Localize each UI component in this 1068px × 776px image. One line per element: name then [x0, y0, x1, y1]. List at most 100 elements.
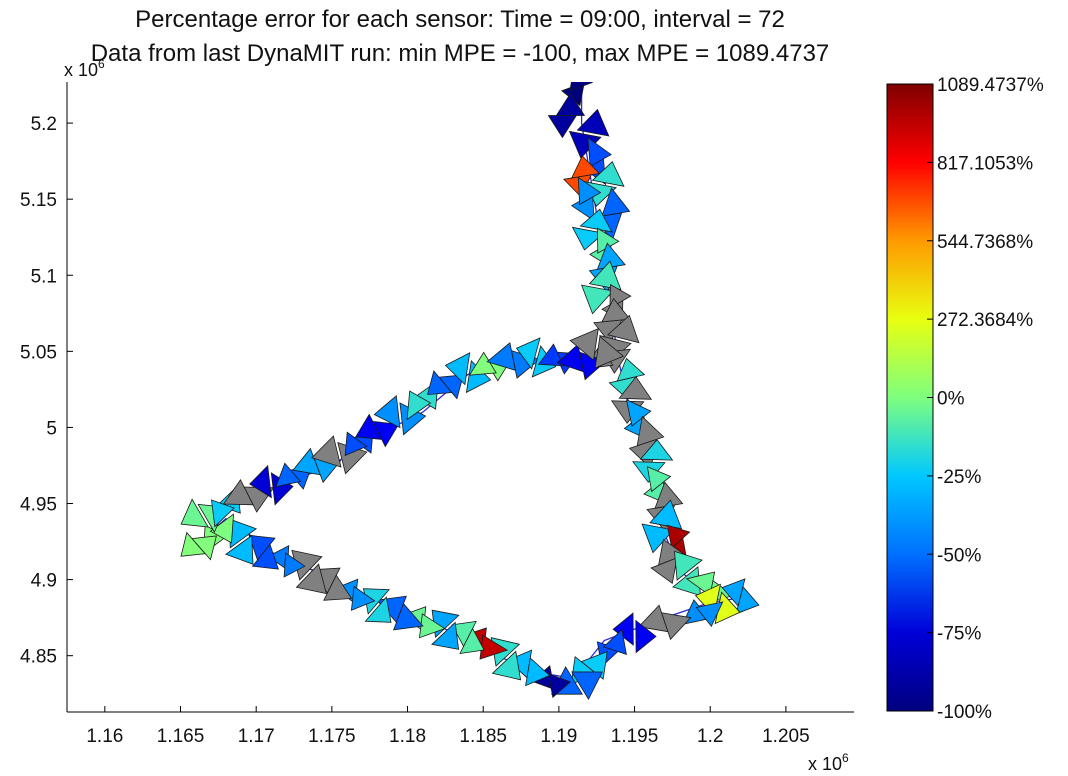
sensor-marker — [459, 627, 485, 655]
y-multiplier-base: x 10 — [64, 60, 98, 80]
colorbar-tick-label: -50% — [937, 545, 981, 566]
axes: 1.16 1.165 1.17 1.175 1.18 1.185 1.19 1.195 1.2 1… — [20, 82, 854, 747]
sensor-marker — [721, 578, 746, 607]
sensor-marker — [577, 176, 602, 206]
sensor-marker — [591, 161, 625, 187]
colorbar-gradient — [886, 83, 934, 712]
y-tick-label: 5.05 — [20, 342, 57, 363]
sensor-marker — [571, 155, 601, 179]
y-multiplier-exponent: 6 — [98, 57, 105, 71]
sensor-marker — [295, 563, 327, 595]
sensor-marker — [625, 399, 652, 427]
sensor-marker — [639, 439, 674, 461]
colorbar-tick-label: 544.7368% — [937, 232, 1033, 253]
x-tick-label: 1.17 — [238, 726, 275, 747]
x-tick-label: 1.19 — [540, 726, 577, 747]
sensor-marker — [392, 602, 424, 631]
sensor-marker — [580, 284, 614, 315]
plot-background — [67, 82, 854, 712]
colorbar-tick-label: -75% — [937, 624, 981, 645]
x-tick-label: 1.175 — [308, 726, 356, 747]
y-tick-label: 5.15 — [20, 190, 57, 211]
x-tick-label: 1.16 — [86, 726, 123, 747]
y-tick-label: 4.9 — [31, 571, 57, 592]
sensor-marker — [576, 108, 610, 137]
sensor-marker — [350, 585, 376, 611]
sensor-marker — [344, 431, 368, 457]
sensor-marker — [695, 601, 724, 628]
sensor-marker — [373, 395, 401, 429]
x-axis-multiplier: x 106 — [808, 751, 849, 774]
x-tick-label: 1.195 — [611, 726, 659, 747]
chart-subtitle: Data from last DynaMIT run: min MPE = -1… — [90, 40, 830, 67]
sensor-markers — [180, 82, 760, 701]
sensor-marker — [426, 370, 453, 396]
chart-title: Percentage error for each sensor: Time =… — [135, 6, 785, 33]
sensor-marker — [275, 462, 302, 488]
sensor-marker — [486, 342, 516, 371]
sensor-marker — [355, 413, 383, 440]
sensor-marker — [618, 376, 653, 400]
sensor-marker — [283, 552, 306, 578]
y-tick-label: 5.1 — [31, 266, 57, 287]
colorbar-tick-label: 1089.4737% — [937, 75, 1044, 96]
sensor-marker — [588, 260, 622, 291]
y-tick-label: 5.2 — [31, 114, 57, 135]
sensor-marker — [311, 435, 342, 468]
sensor-marker — [646, 466, 672, 493]
sensor-marker — [555, 92, 586, 116]
x-multiplier-exponent: 6 — [842, 751, 849, 765]
sensor-marker — [364, 596, 392, 623]
sensor-marker — [547, 673, 572, 699]
sensor-marker — [491, 650, 522, 681]
sensor-marker — [515, 337, 541, 370]
sensor-marker — [251, 543, 279, 570]
x-tick-label: 1.165 — [157, 726, 205, 747]
sensor-marker — [222, 479, 254, 506]
sensor-marker — [674, 550, 703, 581]
sensor-marker — [601, 297, 631, 323]
sensor-marker — [602, 628, 627, 655]
sensor-marker — [180, 498, 209, 528]
sensor-marker — [211, 499, 235, 528]
colorbar-tick-label: 0% — [937, 389, 965, 410]
sensor-marker — [537, 343, 565, 367]
sensor-marker — [635, 619, 657, 654]
y-axis-multiplier: x 106 — [64, 57, 105, 80]
y-tick-label: 5 — [46, 418, 57, 439]
sensor-marker — [431, 621, 460, 650]
colorbar-tick-label: -100% — [937, 702, 992, 723]
sensor-marker — [225, 534, 254, 565]
sensor-marker — [556, 343, 585, 373]
sensor-marker — [616, 357, 646, 382]
colorbar-tick-label: -25% — [937, 467, 981, 488]
sensor-marker — [292, 447, 321, 476]
y-tick-label: 4.95 — [20, 495, 57, 516]
sensor-marker — [649, 499, 683, 530]
sensor-marker — [601, 187, 631, 217]
sensor-marker — [406, 390, 432, 421]
sensor-marker — [444, 352, 471, 386]
x-tick-label: 1.18 — [389, 726, 426, 747]
x-tick-label: 1.205 — [762, 726, 810, 747]
sensor-marker — [571, 671, 603, 701]
sensor-marker — [636, 415, 665, 447]
plot-area — [67, 82, 854, 712]
sensor-marker — [525, 657, 551, 687]
sensor-marker — [587, 136, 612, 168]
sensor-marker — [569, 327, 599, 361]
sensor-marker — [569, 82, 594, 92]
sensor-marker — [209, 513, 234, 544]
sensor-marker — [191, 535, 217, 561]
colorbar-tick-label: 817.1053% — [937, 153, 1033, 174]
sensor-marker — [607, 314, 640, 344]
sensor-marker — [594, 335, 624, 369]
colorbar-tick-label: 272.3684% — [937, 310, 1033, 331]
colorbar: 1089.4737% 817.1053% 544.7368% 272.3684% 0% -… — [886, 75, 1044, 723]
sensor-marker — [323, 574, 353, 601]
sensor-marker — [579, 208, 613, 233]
sensor-marker — [661, 612, 692, 641]
x-tick-label: 1.185 — [459, 726, 507, 747]
x-multiplier-base: x 10 — [808, 754, 842, 774]
